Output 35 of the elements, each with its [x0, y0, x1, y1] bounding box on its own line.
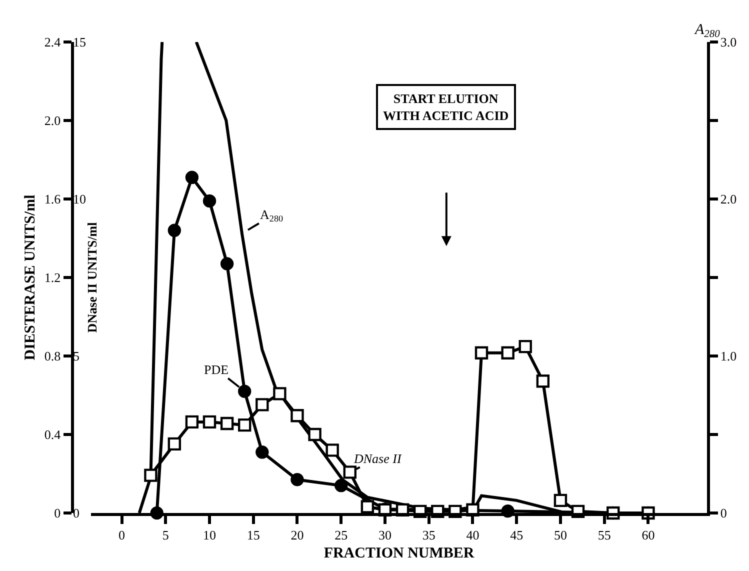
series-label: A$_{280}$: [260, 207, 284, 224]
y3-tick-label: 10: [73, 192, 86, 207]
x-tick-label: 0: [118, 527, 126, 542]
y-tick-label: 1.2: [44, 270, 61, 286]
y-tick-label: 1.6: [44, 192, 62, 207]
x-tick-label: 20: [290, 527, 304, 542]
y3-tick-label: 15: [73, 34, 86, 50]
y-tick-label: 0.4: [44, 427, 62, 442]
y2-tick-label: 0: [720, 506, 727, 521]
x-tick-label: 10: [203, 527, 216, 542]
x-tick-label: 35: [422, 527, 436, 542]
y-tick-label: 2.0: [44, 113, 61, 128]
y2-tick-label: 3.0: [720, 34, 737, 50]
x-axis-title: FRACTION NUMBER: [324, 545, 474, 562]
y2-tick-label: 2.0: [720, 192, 737, 207]
y-axis-title: DIESTERASE UNITS/ml: [22, 194, 39, 360]
y-tick-label: 2.4: [44, 34, 62, 50]
x-tick-label: 15: [246, 527, 260, 542]
y2-axis-title: A$_{280}$: [694, 22, 721, 40]
x-tick-label: 5: [162, 527, 169, 542]
x-tick-label: 30: [378, 527, 392, 542]
x-tick-label: 55: [598, 527, 611, 542]
x-tick-label: 25: [334, 527, 348, 542]
x-tick-label: 40: [466, 527, 480, 542]
x-tick-label: 50: [554, 527, 567, 542]
annotation: START ELUTION WITH ACETIC ACID: [383, 91, 509, 123]
y3-tick-label: 5: [73, 348, 80, 364]
series-label: PDE: [204, 362, 229, 377]
x-tick-label: 60: [642, 527, 655, 542]
y-tick-label: 0: [54, 506, 61, 521]
y-tick-label: 0.8: [44, 348, 61, 364]
x-tick-label: 45: [510, 527, 524, 542]
y2-tick-label: 1.0: [720, 348, 737, 364]
series-label: DNase II: [353, 451, 402, 466]
y3-axis-title: DNase II UNITS/ml: [84, 222, 100, 333]
